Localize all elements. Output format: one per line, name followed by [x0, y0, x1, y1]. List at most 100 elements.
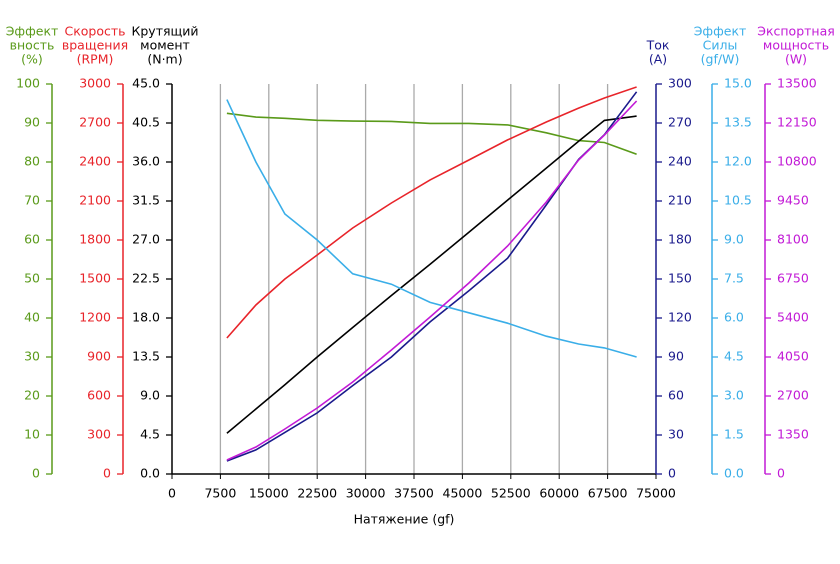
x-tick-label: 30000: [346, 486, 386, 501]
y-tick-label: 300: [87, 427, 111, 442]
x-axis-label: Натяжение (gf): [354, 512, 455, 527]
y-tick-label: 10.5: [724, 193, 752, 208]
y-tick-label: 150: [668, 271, 692, 286]
axis-title: Эффект: [6, 24, 59, 39]
y-tick-label: 60: [24, 232, 40, 247]
x-tick-label: 75000: [636, 486, 676, 501]
y-tick-label: 2100: [79, 193, 111, 208]
axis-title: Крутящий: [131, 24, 198, 39]
y-tick-label: 180: [668, 232, 692, 247]
axis-title: вращения: [62, 38, 128, 53]
axis-title: (N·m): [147, 52, 182, 67]
y-tick-label: 300: [668, 76, 692, 91]
series-line: [226, 86, 637, 339]
axis-title: (A): [649, 52, 667, 67]
y-tick-label: 1500: [79, 271, 111, 286]
x-tick-label: 52500: [491, 486, 531, 501]
y-tick-label: 7.5: [724, 271, 744, 286]
y-tick-label: 6.0: [724, 310, 744, 325]
y-tick-label: 10: [24, 427, 40, 442]
y-tick-label: 80: [24, 154, 40, 169]
y-tick-label: 15.0: [724, 76, 752, 91]
y-tick-label: 3.0: [724, 388, 744, 403]
y-tick-label: 0: [103, 466, 111, 481]
axis-title: вность: [10, 38, 55, 53]
axis-title: (W): [785, 52, 807, 67]
y-tick-label: 22.5: [132, 271, 160, 286]
y-tick-label: 18.0: [132, 310, 160, 325]
y-tick-label: 70: [24, 193, 40, 208]
axis-title: Ток: [646, 38, 670, 53]
y-tick-label: 2400: [79, 154, 111, 169]
y-tick-label: 900: [87, 349, 111, 364]
y-tick-label: 27.0: [132, 232, 160, 247]
y-tick-label: 9.0: [140, 388, 160, 403]
x-tick-label: 60000: [539, 486, 579, 501]
y-tick-label: 13.5: [724, 115, 752, 130]
y-tick-label: 6750: [777, 271, 809, 286]
y-tick-label: 600: [87, 388, 111, 403]
series-line: [226, 112, 637, 155]
y-tick-label: 4.5: [140, 427, 160, 442]
y-tick-label: 1350: [777, 427, 809, 442]
axis-title: (%): [21, 52, 43, 67]
y-tick-label: 270: [668, 115, 692, 130]
y-tick-label: 45.0: [132, 76, 160, 91]
x-tick-label: 22500: [297, 486, 337, 501]
x-tick-label: 15000: [249, 486, 289, 501]
y-tick-label: 60: [668, 388, 684, 403]
axis-title: Скорость: [64, 24, 125, 39]
y-tick-label: 9450: [777, 193, 809, 208]
y-tick-label: 90: [668, 349, 684, 364]
y-tick-label: 10800: [777, 154, 817, 169]
y-tick-label: 0: [668, 466, 676, 481]
series-line: [226, 115, 637, 434]
y-tick-label: 12.0: [724, 154, 752, 169]
axis-title: (gf/W): [701, 52, 740, 67]
x-tick-label: 0: [168, 486, 176, 501]
y-tick-label: 13.5: [132, 349, 160, 364]
y-tick-label: 4.5: [724, 349, 744, 364]
y-tick-label: 0.0: [724, 466, 744, 481]
axis-title: (RPM): [77, 52, 114, 67]
y-tick-label: 20: [24, 388, 40, 403]
y-tick-label: 3000: [79, 76, 111, 91]
y-tick-label: 1200: [79, 310, 111, 325]
axis-title: мощность: [763, 38, 829, 53]
y-tick-label: 40.5: [132, 115, 160, 130]
y-tick-label: 0: [777, 466, 785, 481]
y-tick-label: 9.0: [724, 232, 744, 247]
y-tick-label: 8100: [777, 232, 809, 247]
y-tick-label: 30: [668, 427, 684, 442]
y-tick-label: 240: [668, 154, 692, 169]
y-tick-label: 100: [16, 76, 40, 91]
y-tick-label: 1800: [79, 232, 111, 247]
y-tick-label: 13500: [777, 76, 817, 91]
axis-title: Экспортная: [757, 24, 835, 39]
y-tick-label: 90: [24, 115, 40, 130]
axis-title: Эффект: [694, 24, 747, 39]
y-tick-label: 36.0: [132, 154, 160, 169]
y-tick-label: 210: [668, 193, 692, 208]
x-tick-label: 7500: [204, 486, 236, 501]
series-line: [226, 99, 637, 358]
x-tick-label: 37500: [394, 486, 434, 501]
y-tick-label: 31.5: [132, 193, 160, 208]
x-tick-label: 67500: [588, 486, 628, 501]
y-tick-label: 4050: [777, 349, 809, 364]
y-tick-label: 5400: [777, 310, 809, 325]
y-tick-label: 50: [24, 271, 40, 286]
axis-title: момент: [140, 38, 190, 53]
y-tick-label: 12150: [777, 115, 817, 130]
x-tick-label: 45000: [443, 486, 483, 501]
y-tick-label: 1.5: [724, 427, 744, 442]
y-tick-label: 2700: [79, 115, 111, 130]
y-tick-label: 40: [24, 310, 40, 325]
series-line: [226, 100, 638, 461]
axis-title: Силы: [703, 38, 738, 53]
y-tick-label: 0.0: [140, 466, 160, 481]
y-tick-label: 120: [668, 310, 692, 325]
y-tick-label: 0: [32, 466, 40, 481]
y-tick-label: 2700: [777, 388, 809, 403]
